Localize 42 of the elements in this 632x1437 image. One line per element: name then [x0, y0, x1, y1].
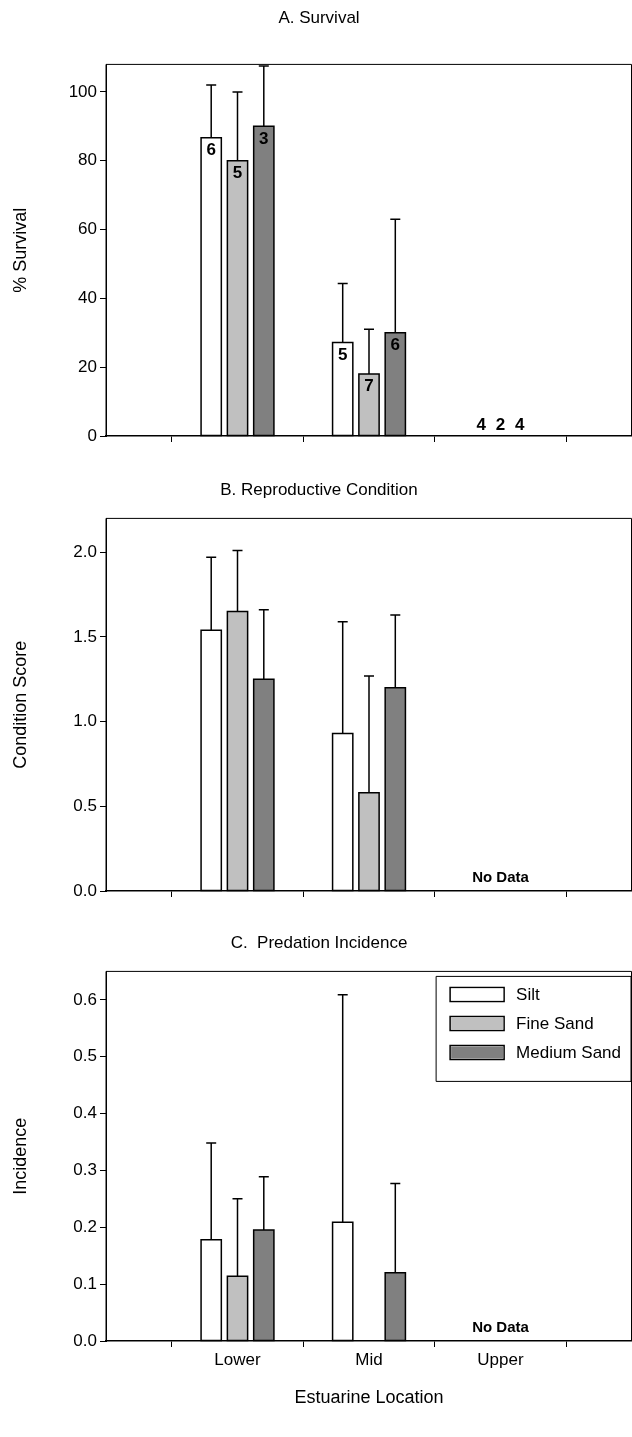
y-tick-label: 1.0 — [73, 711, 97, 731]
y-tick-label: 0.1 — [73, 1273, 97, 1293]
x-tick-label: Upper — [477, 1349, 524, 1369]
y-tick-label: 0.0 — [73, 1330, 97, 1350]
x-tick-label: Lower — [214, 1349, 261, 1369]
y-tick-label: 100 — [68, 81, 97, 101]
legend-label: Medium Sand — [516, 1043, 621, 1063]
y-tick-label: 1.5 — [73, 626, 97, 646]
chart-title: A. Survival — [278, 7, 360, 27]
y-axis-title: % Survival — [9, 207, 30, 293]
annotation: 7 — [364, 376, 374, 396]
annotation: 4 — [476, 415, 487, 435]
y-axis-title: Incidence — [9, 1117, 30, 1195]
y-tick-label: 0.0 — [73, 880, 97, 900]
annotation: 4 — [515, 415, 526, 435]
y-tick-label: 2.0 — [73, 541, 97, 561]
y-axis-title: Condition Score — [9, 640, 30, 769]
annotation: No Data — [472, 1317, 530, 1335]
annotation: 2 — [495, 415, 506, 435]
y-tick-label: 80 — [78, 150, 97, 170]
annotation: 3 — [259, 128, 269, 148]
y-tick-label: 60 — [78, 219, 97, 239]
annotation: 5 — [232, 162, 243, 182]
y-tick-label: 20 — [78, 356, 97, 376]
y-tick-label: 0.6 — [73, 989, 97, 1009]
annotation: No Data — [472, 867, 530, 885]
annotation: 6 — [390, 334, 401, 354]
y-tick-label: 0.2 — [73, 1216, 97, 1236]
annotation: 5 — [337, 344, 348, 364]
y-tick-label: 0.4 — [73, 1103, 97, 1123]
x-tick-label: Mid — [355, 1349, 383, 1369]
x-axis-title: Estuarine Location — [294, 1387, 444, 1408]
y-tick-label: 0 — [87, 425, 97, 445]
legend-label: Silt — [516, 985, 540, 1005]
y-tick-label: 0.5 — [73, 796, 97, 816]
annotation: 6 — [206, 139, 216, 159]
y-tick-label: 40 — [78, 288, 97, 308]
legend-label: Fine Sand — [516, 1014, 594, 1034]
y-tick-label: 0.3 — [73, 1160, 97, 1180]
y-tick-label: 0.5 — [73, 1046, 97, 1066]
chart-title: C. Predation Incidence — [230, 932, 408, 952]
chart-title: B. Reproductive Condition — [220, 479, 418, 499]
